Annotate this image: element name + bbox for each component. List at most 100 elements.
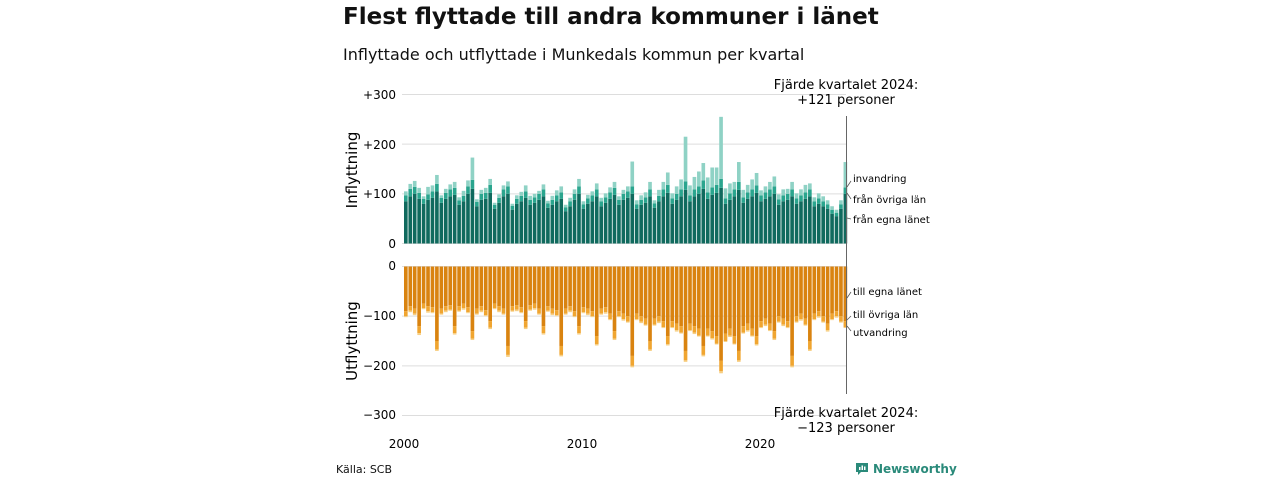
bar-out-emig — [763, 324, 768, 327]
bar-out-emig — [745, 330, 750, 332]
bar-out-other — [723, 333, 728, 341]
bar-out-other — [452, 326, 457, 334]
legend-till-egna-lanet: till egna länet — [853, 287, 922, 298]
bar-out-own — [830, 266, 834, 314]
bar-in-own — [648, 196, 652, 244]
bar-out-own — [528, 266, 532, 306]
bar-out-emig — [417, 333, 421, 336]
bar-out-own — [799, 266, 803, 314]
bar-in-other — [408, 188, 413, 197]
bar-in-imm — [532, 193, 537, 198]
brand-logo[interactable]: Newsworthy — [855, 462, 957, 476]
bar-in-own — [448, 196, 453, 244]
bar-out-other — [581, 307, 586, 313]
bar-out-own — [710, 266, 714, 332]
bar-out-emig — [572, 316, 577, 318]
bar-in-own — [417, 198, 421, 244]
bar-out-own — [443, 266, 448, 307]
y-tick-bottom-200: −200 — [363, 359, 396, 373]
bar-in-other — [621, 193, 626, 200]
bar-out-emig — [475, 313, 479, 315]
bar-out-other — [510, 306, 515, 311]
bar-out-other — [439, 308, 444, 314]
bar-in-own — [519, 201, 524, 244]
bar-out-emig — [448, 309, 453, 311]
bar-in-own — [408, 196, 413, 244]
bar-out-emig — [825, 330, 830, 332]
bar-out-emig — [821, 321, 825, 323]
bar-out-emig — [568, 310, 572, 313]
bar-in-other — [683, 181, 688, 190]
bar-in-imm — [554, 190, 559, 196]
bar-in-imm — [732, 181, 737, 190]
bar-in-own — [657, 201, 661, 244]
bar-in-own — [670, 203, 675, 244]
bar-out-emig — [470, 338, 475, 341]
bar-in-imm — [839, 200, 843, 205]
bar-in-imm — [705, 177, 710, 193]
bar-in-own — [723, 203, 728, 244]
bar-in-other — [839, 204, 843, 209]
bar-out-own — [421, 266, 426, 304]
bar-in-imm — [665, 172, 670, 185]
bar-in-imm — [679, 179, 683, 190]
bar-out-other — [586, 308, 590, 314]
outflow-bars — [404, 266, 848, 374]
bar-out-emig — [621, 319, 626, 321]
bar-out-emig — [679, 332, 683, 334]
bar-out-other — [674, 323, 679, 331]
bar-in-other — [412, 186, 417, 194]
bar-out-emig — [683, 360, 688, 362]
bar-out-other — [475, 308, 479, 314]
bar-out-other — [803, 318, 808, 325]
bar-in-other — [426, 194, 430, 200]
bar-out-other — [794, 316, 799, 322]
bar-in-own — [572, 199, 577, 244]
bar-in-imm — [648, 181, 652, 190]
bar-out-other — [404, 311, 408, 317]
bar-out-own — [581, 266, 586, 308]
bar-out-emig — [839, 321, 843, 323]
bar-in-own — [590, 201, 595, 244]
bar-in-own — [439, 202, 444, 244]
bar-out-emig — [652, 324, 657, 326]
bar-out-emig — [590, 316, 595, 318]
bar-in-own — [412, 193, 417, 244]
bar-in-own — [825, 208, 830, 244]
annotation-inflow-line2: +121 personer — [797, 93, 895, 108]
bar-out-own — [701, 266, 706, 346]
bar-out-own — [572, 266, 577, 312]
x-tick-2020: 2020 — [745, 437, 776, 451]
bar-out-other — [821, 316, 825, 322]
bar-in-imm — [630, 161, 635, 187]
bar-in-own — [701, 188, 706, 244]
bar-in-other — [759, 195, 763, 202]
bar-out-emig — [443, 310, 448, 313]
bar-out-own — [439, 266, 444, 309]
bar-out-emig — [697, 335, 701, 337]
bar-out-own — [519, 266, 524, 308]
bar-in-own — [550, 204, 555, 244]
bar-out-own — [435, 266, 439, 341]
bar-in-imm — [843, 162, 848, 188]
bar-out-own — [417, 266, 421, 327]
bar-in-imm — [510, 203, 515, 206]
bar-in-imm — [759, 190, 763, 196]
bar-out-other — [599, 308, 603, 314]
bar-in-imm — [568, 197, 572, 202]
bar-out-own — [448, 266, 453, 306]
bar-in-other — [515, 198, 519, 204]
bar-out-other — [608, 313, 612, 320]
bar-in-imm — [443, 188, 448, 193]
bar-in-own — [421, 203, 426, 244]
bar-out-other — [745, 323, 750, 331]
bar-out-emig — [728, 335, 732, 338]
bar-in-imm — [830, 206, 834, 210]
bar-in-imm — [799, 189, 803, 196]
bar-in-own — [586, 203, 590, 244]
bar-out-emig — [452, 333, 457, 335]
bar-in-own — [688, 201, 692, 244]
bar-out-other — [839, 316, 843, 322]
bar-out-other — [617, 311, 621, 317]
bar-in-imm — [670, 193, 675, 199]
